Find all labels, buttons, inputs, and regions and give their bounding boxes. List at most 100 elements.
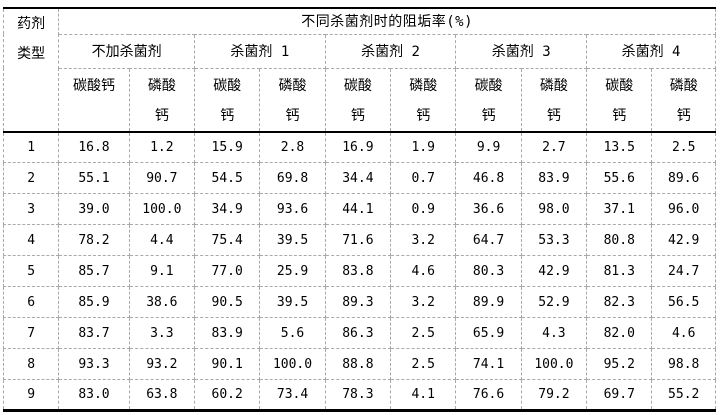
sub-header-calcium-phosphate: 磷酸 钙 <box>390 67 457 132</box>
table-cell: 13.5 <box>586 131 653 163</box>
table-cell: 0.9 <box>390 193 457 225</box>
table-cell: 39.5 <box>259 286 326 318</box>
table-row: 3 39.0 100.0 34.9 93.6 44.1 0.9 36.6 98.0 37.1 96.… <box>2 193 716 225</box>
row-label: 6 <box>2 286 60 318</box>
table-cell: 16.8 <box>58 131 130 163</box>
table-cell: 46.8 <box>455 162 522 194</box>
table-row: 5 85.7 9.1 77.0 25.9 83.8 4.6 80.3 42.9 81.3 24.7 <box>2 255 716 287</box>
table-cell: 90.1 <box>194 348 261 380</box>
table-row: 7 83.7 3.3 83.9 5.6 86.3 2.5 65.9 4.3 82.0 4.6 <box>2 317 716 349</box>
table-cell: 55.6 <box>586 162 653 194</box>
table-cell: 83.0 <box>58 379 130 411</box>
table-cell: 65.9 <box>455 317 522 349</box>
table-cell: 39.5 <box>259 224 326 256</box>
group-header-bactericide-3: 杀菌剂 3 <box>455 33 588 69</box>
table-cell: 52.9 <box>520 286 588 318</box>
table-cell: 2.5 <box>390 317 457 349</box>
table-cell: 37.1 <box>586 193 653 225</box>
sub-header-calcium-phosphate: 磷酸 钙 <box>259 67 326 132</box>
table-cell: 100.0 <box>259 348 326 380</box>
table-cell: 76.6 <box>455 379 522 411</box>
table-cell: 64.7 <box>455 224 522 256</box>
table-cell: 3.2 <box>390 286 457 318</box>
table-cell: 73.4 <box>259 379 326 411</box>
table-row: 2 55.1 90.7 54.5 69.8 34.4 0.7 46.8 83.9 55.6 89.6 <box>2 162 716 194</box>
table-cell: 4.1 <box>390 379 457 411</box>
table-cell: 2.8 <box>259 131 326 163</box>
table-header: 药剂 类型 不同杀菌剂时的阻垢率(%) 不加杀菌剂 杀菌剂 1 杀菌剂 2 杀菌… <box>2 7 716 132</box>
table-cell: 3.3 <box>128 317 196 349</box>
table-cell: 4.4 <box>128 224 196 256</box>
table-cell: 93.3 <box>58 348 130 380</box>
table-cell: 82.3 <box>586 286 653 318</box>
table-cell: 42.9 <box>651 224 716 256</box>
table-cell: 95.2 <box>586 348 653 380</box>
sub-header-calcium-carbonate: 碳酸 钙 <box>324 67 392 132</box>
table-cell: 56.5 <box>651 286 716 318</box>
table-cell: 44.1 <box>324 193 392 225</box>
group-header-bactericide-4: 杀菌剂 4 <box>586 33 716 69</box>
table-cell: 36.6 <box>455 193 522 225</box>
table-body: 1 16.8 1.2 15.9 2.8 16.9 1.9 9.9 2.7 13.5 2.5 2 55.1… <box>2 131 716 411</box>
table-cell: 4.6 <box>651 317 716 349</box>
group-header-row: 不加杀菌剂 杀菌剂 1 杀菌剂 2 杀菌剂 3 杀菌剂 4 <box>4 33 716 69</box>
table-cell: 88.8 <box>324 348 392 380</box>
table-cell: 86.3 <box>324 317 392 349</box>
table-cell: 63.8 <box>128 379 196 411</box>
table-cell: 93.2 <box>128 348 196 380</box>
table-cell: 81.3 <box>586 255 653 287</box>
table-cell: 90.5 <box>194 286 261 318</box>
table-cell: 69.8 <box>259 162 326 194</box>
table-cell: 71.6 <box>324 224 392 256</box>
table-cell: 4.3 <box>520 317 588 349</box>
table-cell: 96.0 <box>651 193 716 225</box>
table-cell: 54.5 <box>194 162 261 194</box>
sub-header-calcium-carbonate: 碳酸 钙 <box>455 67 522 132</box>
sub-header-calcium-carbonate: 碳酸 钙 <box>194 67 261 132</box>
table-cell: 69.7 <box>586 379 653 411</box>
table-cell: 80.8 <box>586 224 653 256</box>
table-cell: 83.8 <box>324 255 392 287</box>
sub-header-calcium-phosphate: 磷酸 钙 <box>651 67 716 132</box>
table-cell: 83.7 <box>58 317 130 349</box>
scale-inhibition-table: 药剂 类型 不同杀菌剂时的阻垢率(%) 不加杀菌剂 杀菌剂 1 杀菌剂 2 杀菌… <box>2 7 716 412</box>
table-cell: 38.6 <box>128 286 196 318</box>
table-cell: 98.8 <box>651 348 716 380</box>
table-cell: 83.9 <box>194 317 261 349</box>
table-cell: 89.6 <box>651 162 716 194</box>
row-label: 2 <box>2 162 60 194</box>
table-cell: 1.2 <box>128 131 196 163</box>
row-label: 9 <box>2 379 60 411</box>
row-label: 5 <box>2 255 60 287</box>
row-label: 4 <box>2 224 60 256</box>
table-cell: 9.1 <box>128 255 196 287</box>
group-header-bactericide-1: 杀菌剂 1 <box>194 33 326 69</box>
table-cell: 24.7 <box>651 255 716 287</box>
table-cell: 100.0 <box>520 348 588 380</box>
sub-header-calcium-phosphate: 磷酸 钙 <box>128 67 196 132</box>
table-row: 8 93.3 93.2 90.1 100.0 88.8 2.5 74.1 100.0 95.2 98… <box>2 348 716 380</box>
title-row: 药剂 类型 不同杀菌剂时的阻垢率(%) <box>2 7 716 132</box>
table-cell: 2.5 <box>390 348 457 380</box>
table-cell: 79.2 <box>520 379 588 411</box>
table-cell: 100.0 <box>128 193 196 225</box>
table-row: 1 16.8 1.2 15.9 2.8 16.9 1.9 9.9 2.7 13.5 2.5 <box>2 131 716 163</box>
table-cell: 55.2 <box>651 379 716 411</box>
table-cell: 89.3 <box>324 286 392 318</box>
row-label: 8 <box>2 348 60 380</box>
table-cell: 83.9 <box>520 162 588 194</box>
table-title: 不同杀菌剂时的阻垢率(%) <box>58 7 716 35</box>
row-label: 3 <box>2 193 60 225</box>
table-cell: 34.9 <box>194 193 261 225</box>
table-row: 4 78.2 4.4 75.4 39.5 71.6 3.2 64.7 53.3 80.8 42.9 <box>2 224 716 256</box>
table-cell: 39.0 <box>58 193 130 225</box>
table-cell: 77.0 <box>194 255 261 287</box>
table-cell: 85.9 <box>58 286 130 318</box>
table-cell: 74.1 <box>455 348 522 380</box>
table-cell: 93.6 <box>259 193 326 225</box>
sub-header-calcium-phosphate: 磷酸 钙 <box>520 67 588 132</box>
sub-header-calcium-carbonate: 碳酸钙 <box>58 67 130 132</box>
table-cell: 5.6 <box>259 317 326 349</box>
row-label: 7 <box>2 317 60 349</box>
table-row: 9 83.0 63.8 60.2 73.4 78.3 4.1 76.6 79.2 69.7 55.2 <box>2 379 716 411</box>
